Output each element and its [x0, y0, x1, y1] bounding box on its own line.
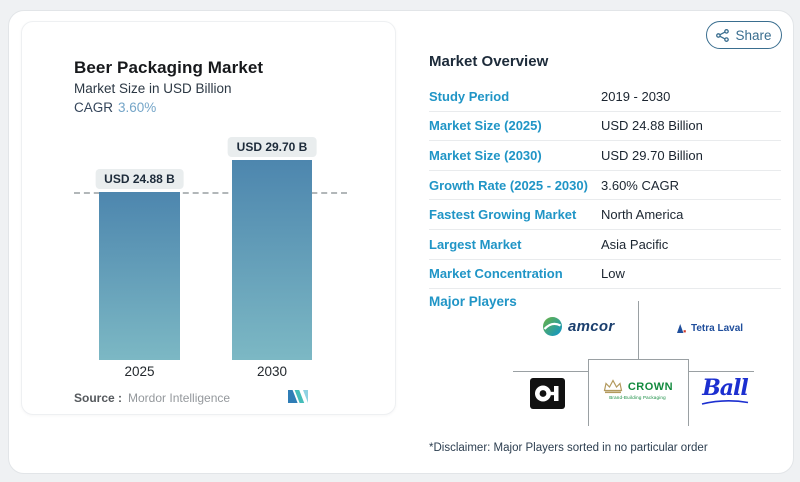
chart-panel: Beer Packaging Market Market Size in USD… — [21, 21, 396, 415]
amcor-wordmark: amcor — [568, 318, 615, 335]
bar-chart: USD 24.88 B USD 29.70 B — [22, 137, 395, 360]
ball-wordmark: Ball — [702, 375, 749, 401]
row-label: Market Size (2025) — [429, 118, 542, 134]
connector-vertical-line — [638, 301, 639, 359]
x-axis-label-2030: 2030 — [256, 364, 288, 379]
table-row-largest-market: Largest Market Asia Pacific — [429, 230, 781, 260]
share-button[interactable]: Share — [706, 21, 782, 49]
row-label: Market Concentration — [429, 266, 563, 282]
o-i-mark-icon — [530, 378, 565, 409]
row-value: Low — [601, 266, 625, 282]
source-row: Source : Mordor Intelligence — [74, 391, 230, 405]
table-row-market-size-2025: Market Size (2025) USD 24.88 Billion — [429, 112, 781, 142]
overview-title: Market Overview — [429, 53, 549, 70]
cagr-label: CAGR — [74, 100, 114, 115]
row-label: Fastest Growing Market — [429, 207, 577, 223]
bar-2025 — [99, 192, 180, 360]
major-players-title: Major Players — [429, 294, 517, 309]
crown-wordmark: CROWN — [627, 380, 674, 393]
ball-underline-flourish — [700, 398, 750, 406]
reference-dashed-line — [74, 192, 347, 194]
mordor-intelligence-logo-icon — [287, 388, 311, 410]
crown-tagline: Brand-Building Packaging — [609, 395, 666, 400]
cagr-value: 3.60% — [118, 100, 157, 115]
tetra-laval-wordmark: Tetra Laval — [691, 323, 744, 334]
crown-icon — [602, 379, 624, 394]
row-value: USD 29.70 Billion — [601, 147, 703, 163]
bar-2030 — [232, 160, 312, 360]
bar-value-label-2030: USD 29.70 B — [227, 137, 317, 157]
source-value: Mordor Intelligence — [128, 391, 231, 405]
table-row-market-concentration: Market Concentration Low — [429, 260, 781, 290]
chart-cagr: CAGR 3.60% — [74, 100, 156, 115]
table-row-market-size-2030: Market Size (2030) USD 29.70 Billion — [429, 141, 781, 171]
share-icon — [716, 28, 730, 42]
row-label: Growth Rate (2025 - 2030) — [429, 177, 588, 193]
players-disclaimer: *Disclaimer: Major Players sorted in no … — [429, 442, 708, 454]
overview-table: Study Period 2019 - 2030 Market Size (20… — [429, 82, 781, 290]
share-button-label: Share — [735, 27, 772, 43]
source-label: Source : — [74, 391, 123, 405]
row-value: USD 24.88 Billion — [601, 118, 703, 134]
row-value: Asia Pacific — [601, 236, 669, 252]
table-row-growth-rate: Growth Rate (2025 - 2030) 3.60% CAGR — [429, 171, 781, 201]
bar-value-label-2025: USD 24.88 B — [95, 169, 184, 189]
chart-subtitle: Market Size in USD Billion — [74, 81, 232, 96]
table-row-study-period: Study Period 2019 - 2030 — [429, 82, 781, 112]
chart-title: Beer Packaging Market — [74, 58, 264, 77]
row-value: 2019 - 2030 — [601, 88, 671, 104]
connector-center-box — [588, 359, 689, 426]
o-i-logo — [530, 378, 565, 409]
connector-horizontal-line-right — [687, 371, 754, 372]
row-value: 3.60% CAGR — [601, 177, 680, 193]
row-label: Study Period — [429, 88, 510, 104]
tetra-laval-mark-icon — [677, 323, 686, 334]
row-value: North America — [601, 207, 684, 223]
amcor-logo: amcor — [542, 316, 615, 337]
tetra-laval-logo: Tetra Laval — [677, 323, 743, 334]
crown-logo: CROWN Brand-Building Packaging — [597, 379, 678, 400]
x-axis-label-2025: 2025 — [124, 364, 155, 379]
connector-horizontal-line-left — [513, 371, 588, 372]
table-row-fastest-growing-market: Fastest Growing Market North America — [429, 200, 781, 230]
report-card: Beer Packaging Market Market Size in USD… — [8, 10, 794, 474]
row-label: Market Size (2030) — [429, 147, 542, 163]
row-label: Largest Market — [429, 236, 522, 252]
ball-logo: Ball — [700, 375, 750, 406]
amcor-swirl-icon — [542, 316, 563, 337]
